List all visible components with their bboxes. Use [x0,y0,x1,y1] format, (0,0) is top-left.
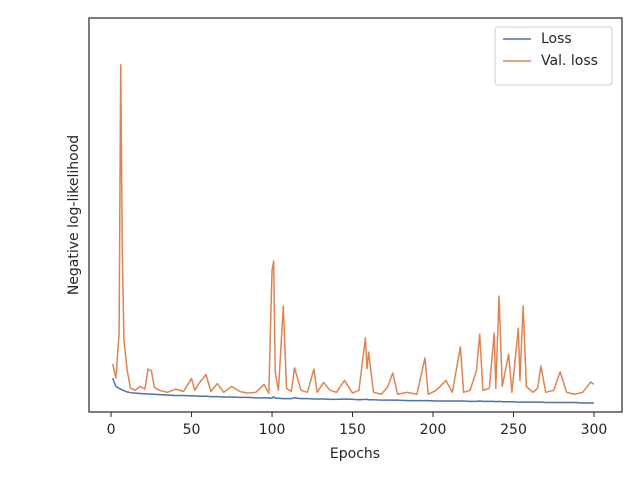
x-tick-label: 100 [259,422,286,438]
x-tick-label: 50 [183,422,201,438]
x-tick-label: 250 [500,422,527,438]
x-tick-label: 150 [339,422,366,438]
x-tick-label: 0 [107,422,116,438]
x-tick-label: 200 [420,422,447,438]
series-line [111,377,594,404]
series-line [111,64,595,396]
x-tick-label: 300 [581,422,608,438]
x-axis-label: Epochs [330,446,380,462]
legend-label: Val. loss [541,53,598,69]
y-axis-label: Negative log-likelihood [66,135,82,295]
plot-frame [88,17,623,413]
legend-box [494,26,613,86]
legend-label: Loss [541,31,572,47]
